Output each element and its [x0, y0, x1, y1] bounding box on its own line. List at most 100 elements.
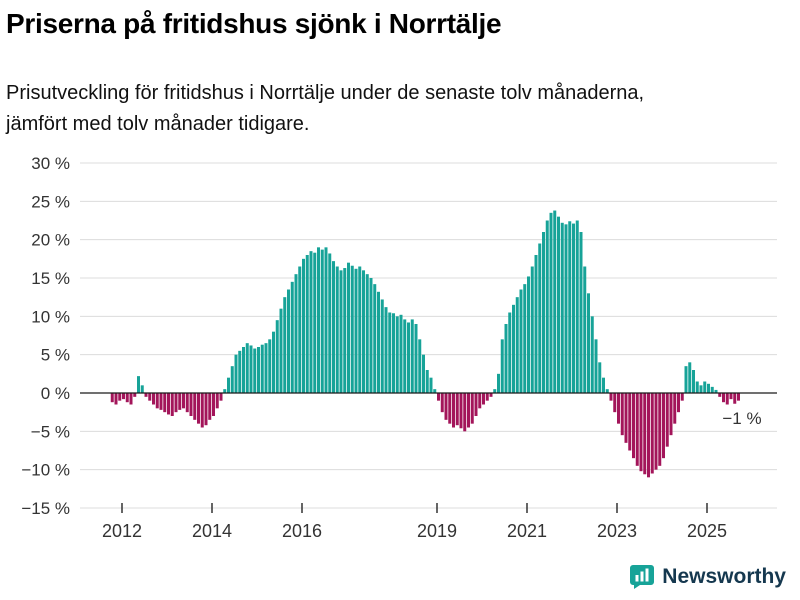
- bar: [515, 297, 519, 393]
- bar: [332, 261, 335, 393]
- bar: [200, 393, 204, 428]
- bar: [152, 393, 155, 405]
- bar: [467, 393, 470, 428]
- bar: [309, 251, 313, 393]
- bar: [268, 339, 272, 393]
- bar: [418, 339, 422, 393]
- bar: [238, 350, 242, 393]
- bar: [245, 343, 249, 393]
- bar: [137, 376, 140, 393]
- y-tick-label: 5 %: [41, 346, 70, 365]
- bar: [384, 307, 388, 393]
- bar: [594, 339, 598, 393]
- bar: [605, 389, 609, 393]
- bar: [440, 393, 444, 413]
- bar: [253, 348, 257, 393]
- bar: [283, 297, 287, 393]
- bar: [470, 393, 474, 424]
- bar: [118, 393, 122, 401]
- bar: [650, 393, 654, 474]
- bar: [722, 393, 725, 403]
- bar: [403, 319, 407, 393]
- bar: [369, 278, 373, 393]
- bar: [185, 393, 189, 413]
- bar: [167, 393, 170, 415]
- bar: [707, 383, 710, 393]
- bar: [568, 221, 572, 393]
- bar: [249, 345, 253, 393]
- bar: [373, 284, 377, 393]
- bar: [553, 210, 557, 393]
- bar: [545, 220, 549, 393]
- bar: [414, 324, 418, 393]
- bar: [534, 255, 538, 393]
- x-tick-label: 2021: [507, 521, 547, 541]
- bar: [583, 266, 587, 393]
- bar: [328, 253, 332, 393]
- bar: [459, 393, 463, 429]
- x-tick-label: 2012: [102, 521, 142, 541]
- bar: [114, 393, 118, 405]
- bar: [485, 393, 489, 401]
- bar: [587, 293, 590, 393]
- bar: [358, 266, 362, 393]
- bar: [242, 347, 245, 393]
- bar: [677, 393, 680, 413]
- bar: [343, 268, 347, 393]
- bar: [512, 304, 515, 393]
- bar: [695, 381, 699, 393]
- bar: [557, 216, 560, 393]
- bar: [320, 249, 324, 393]
- bar: [290, 281, 294, 393]
- y-tick-label: 30 %: [31, 154, 70, 173]
- bar: [275, 320, 279, 393]
- bar: [399, 314, 403, 393]
- bar: [257, 347, 260, 393]
- bar: [669, 393, 673, 436]
- bar: [609, 393, 613, 401]
- y-gridlines: 30 % 25 % 20 % 15 % 10 % 5 % 0 % −5 % −10 % −15 %: [21, 154, 777, 518]
- bar: [647, 393, 650, 478]
- bar: [523, 284, 527, 393]
- bar: [590, 316, 594, 393]
- bar: [718, 393, 722, 397]
- bar: [174, 393, 178, 413]
- chart-subtitle: Prisutveckling för fritidshus i Norrtälj…: [6, 78, 766, 140]
- newsworthy-logo[interactable]: Newsworthy: [629, 564, 786, 590]
- bar: [335, 266, 339, 393]
- bar: [197, 393, 200, 424]
- bar: [182, 393, 185, 409]
- bar: [624, 393, 628, 443]
- bar: [422, 354, 425, 393]
- bar: [519, 289, 523, 393]
- bar: [489, 393, 493, 397]
- x-tick-label: 2019: [417, 521, 457, 541]
- bar: [129, 393, 133, 405]
- bar: [455, 393, 459, 426]
- bar: [429, 377, 433, 393]
- bar: [272, 331, 275, 393]
- page-title: Priserna på fritidshus sjönk i Norrtälje: [6, 8, 502, 39]
- bar: [125, 393, 129, 403]
- bar: [178, 393, 182, 410]
- bar: [632, 393, 635, 459]
- x-tick-label: 2016: [282, 521, 322, 541]
- bar: [395, 316, 399, 393]
- bar: [339, 270, 343, 393]
- bar: [223, 389, 227, 393]
- bar: [208, 393, 212, 420]
- bar: [665, 393, 669, 447]
- x-tick-label: 2025: [687, 521, 727, 541]
- bar: [279, 308, 283, 393]
- bar: [714, 389, 718, 393]
- bar: [725, 393, 729, 405]
- y-tick-label: −5 %: [31, 422, 70, 441]
- y-tick-label: 10 %: [31, 307, 70, 326]
- bar: [140, 385, 144, 393]
- bar: [377, 291, 380, 393]
- bar: [133, 393, 137, 397]
- x-axis: 2012 2014 2016 2019 2021 2023 2025: [102, 503, 727, 541]
- bar: [662, 393, 665, 459]
- bar: [478, 393, 482, 409]
